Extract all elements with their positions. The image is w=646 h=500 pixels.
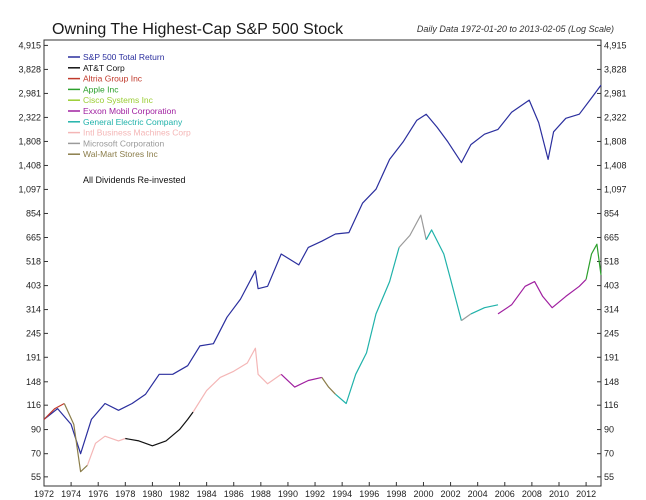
y-tick-label-right: 854 [604, 208, 619, 218]
y-tick-label-right: 116 [604, 400, 618, 410]
y-tick-label-right: 148 [604, 377, 619, 387]
x-tick-label: 1982 [170, 489, 190, 499]
x-tick-label: 2004 [468, 489, 488, 499]
chart-title: Owning The Highest-Cap S&P 500 Stock [52, 21, 344, 38]
y-tick-label-right: 55 [604, 472, 614, 482]
legend-item: Apple Inc [83, 84, 119, 94]
series-line [497, 278, 587, 315]
series-line [461, 313, 472, 322]
legend-item: General Electric Company [83, 117, 183, 127]
x-tick-label: 1998 [386, 489, 406, 499]
x-tick-label: 1986 [224, 489, 244, 499]
y-tick-label-left: 1,408 [18, 160, 41, 170]
y-tick-label-left: 314 [26, 305, 41, 315]
legend-item: S&P 500 Total Return [83, 52, 165, 62]
axis-ticks: 4,915 4,915 3,828 3,828 2,981 2,981 2,322 2,322… [18, 40, 626, 499]
x-tick-label: 1990 [278, 489, 298, 499]
legend-item: Cisco Systems Inc [83, 95, 154, 105]
series-line [63, 403, 88, 473]
y-tick-label-left: 2,981 [18, 88, 41, 98]
y-tick-label-right: 191 [604, 352, 619, 362]
y-tick-label-left: 518 [26, 256, 41, 266]
x-tick-label: 1980 [142, 489, 162, 499]
legend-item: Intl Business Machines Corp [83, 128, 191, 138]
y-tick-label-left: 665 [26, 232, 41, 242]
series-line [280, 373, 322, 388]
y-tick-label-right: 90 [604, 425, 614, 435]
y-tick-label-right: 518 [604, 256, 619, 266]
y-tick-label-right: 2,322 [604, 112, 627, 122]
y-tick-label-right: 1,097 [604, 184, 627, 194]
y-tick-label-right: 314 [604, 305, 619, 315]
y-tick-label-left: 90 [31, 425, 41, 435]
legend-item: Exxon Mobil Corporation [83, 106, 176, 116]
y-tick-label-right: 1,808 [604, 136, 627, 146]
x-tick-label: 2008 [522, 489, 542, 499]
legend-item: Altria Group Inc [83, 74, 143, 84]
x-tick-label: 1974 [61, 489, 81, 499]
legend-item: Microsoft Corporation [83, 138, 165, 148]
y-tick-label-left: 116 [27, 400, 41, 410]
series-line [43, 84, 602, 455]
y-tick-label-right: 3,828 [604, 64, 627, 74]
y-tick-label-right: 70 [604, 449, 614, 459]
chart-subtitle: Daily Data 1972-01-20 to 2013-02-05 (Log… [416, 24, 614, 34]
y-tick-label-left: 3,828 [18, 64, 41, 74]
series-line [398, 214, 427, 248]
y-tick-label-left: 148 [26, 377, 41, 387]
series-line [321, 377, 336, 395]
x-tick-label: 1994 [332, 489, 352, 499]
x-tick-label: 2002 [441, 489, 461, 499]
x-tick-label: 1984 [197, 489, 217, 499]
series-line [43, 402, 65, 420]
x-tick-label: 2012 [576, 489, 596, 499]
y-tick-label-left: 55 [31, 472, 41, 482]
y-tick-label-left: 1,808 [18, 136, 41, 146]
series-line [470, 304, 499, 315]
x-tick-label: 1978 [115, 489, 135, 499]
y-tick-label-right: 1,408 [604, 160, 627, 170]
x-tick-label: 2010 [549, 489, 569, 499]
series-line [585, 243, 602, 280]
plot-frame [43, 39, 602, 487]
series-line [86, 435, 126, 466]
x-tick-label: 1972 [34, 489, 54, 499]
series-lines [43, 84, 602, 473]
x-tick-label: 1992 [305, 489, 325, 499]
y-tick-label-left: 403 [26, 281, 41, 291]
legend-item: AT&T Corp [83, 63, 125, 73]
series-line [125, 411, 194, 447]
y-tick-label-left: 70 [31, 449, 41, 459]
legend-item: Wal-Mart Stores Inc [83, 149, 159, 159]
x-tick-label: 1976 [88, 489, 108, 499]
y-tick-label-left: 1,097 [18, 184, 41, 194]
series-line [425, 229, 462, 321]
y-tick-label-right: 245 [604, 328, 619, 338]
x-tick-label: 1996 [359, 489, 379, 499]
x-tick-label: 1988 [251, 489, 271, 499]
y-tick-label-right: 2,981 [604, 88, 627, 98]
y-tick-label-left: 245 [26, 328, 41, 338]
x-tick-label: 2000 [413, 489, 433, 499]
series-line [335, 247, 400, 405]
y-tick-label-left: 2,322 [18, 112, 41, 122]
x-tick-label: 2006 [495, 489, 515, 499]
y-tick-label-left: 191 [26, 352, 41, 362]
y-tick-label-right: 665 [604, 232, 619, 242]
y-tick-label-left: 4,915 [18, 40, 41, 50]
series-line [192, 347, 282, 413]
y-tick-label-right: 4,915 [604, 40, 627, 50]
y-tick-label-left: 854 [26, 208, 41, 218]
y-tick-label-right: 403 [604, 281, 619, 291]
dividends-annotation: All Dividends Re-invested [83, 175, 186, 185]
